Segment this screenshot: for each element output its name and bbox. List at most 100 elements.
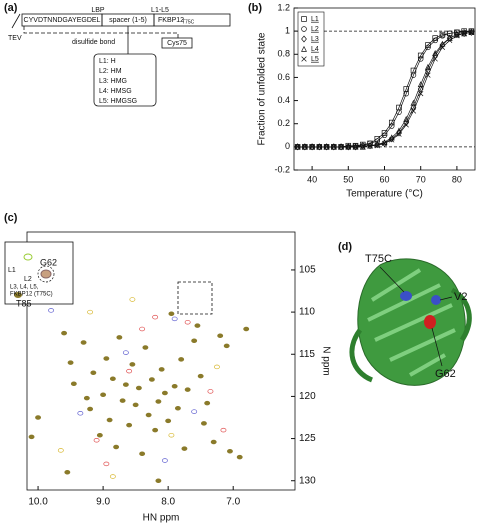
marker — [396, 127, 402, 134]
peak — [109, 474, 116, 479]
y-tick-label: 0.4 — [277, 95, 290, 105]
peak — [191, 409, 198, 414]
peak — [184, 319, 191, 325]
x-tick-label: 50 — [343, 174, 353, 184]
panel-label: (b) — [248, 2, 262, 14]
marker — [432, 37, 438, 44]
sequence: CYVDTNNDGAYEGDEL — [24, 17, 101, 24]
marker — [417, 56, 424, 62]
peak — [171, 384, 178, 389]
peak — [119, 398, 126, 403]
peak — [184, 387, 191, 392]
marker — [294, 144, 301, 150]
legend-label: L3 — [311, 36, 319, 43]
peak — [126, 422, 133, 428]
peak-series — [48, 308, 198, 463]
peak — [207, 389, 214, 394]
marker — [316, 143, 323, 151]
inset-label: T85 — [16, 298, 32, 308]
peak — [200, 421, 207, 426]
linker-item: L4: HMSG — [99, 88, 132, 95]
disulfide-line — [23, 26, 179, 38]
peak — [103, 461, 110, 467]
marker — [461, 29, 467, 38]
legend-label: L1 — [311, 16, 319, 23]
peak — [135, 385, 142, 391]
x-tick-label: 80 — [452, 174, 462, 184]
inset-peak — [14, 292, 22, 298]
marker — [396, 131, 402, 137]
zoom-box — [177, 281, 213, 315]
marker — [468, 28, 475, 36]
x-axis-label: HN ppm — [143, 513, 180, 524]
marker — [301, 16, 307, 22]
legend-label: L5 — [311, 56, 319, 63]
peak — [83, 395, 90, 401]
marker — [403, 90, 409, 97]
linker-item: L5: HMGSG — [99, 98, 137, 105]
marker — [454, 33, 460, 39]
marker — [301, 56, 307, 62]
y-tick-label: 1.2 — [277, 2, 290, 12]
pointer — [379, 266, 405, 293]
peak — [145, 412, 152, 418]
legend-label: L4 — [311, 46, 319, 53]
marker — [374, 140, 381, 149]
inset-label: G62 — [40, 257, 57, 267]
peak — [93, 438, 100, 443]
marker — [403, 122, 409, 128]
inset-label: L2 — [24, 276, 32, 283]
peak — [194, 323, 201, 328]
marker — [352, 143, 359, 151]
marker — [461, 30, 467, 37]
marker — [316, 144, 322, 150]
inset-label: FKBP12 (T75C) — [10, 292, 53, 298]
marker — [388, 123, 395, 129]
peak — [168, 432, 175, 438]
marker — [360, 144, 366, 150]
cut-line — [11, 13, 21, 29]
peak — [243, 326, 250, 332]
peak — [191, 338, 198, 344]
x-tick-label: 40 — [307, 174, 317, 184]
peak — [113, 444, 120, 450]
marker — [345, 144, 351, 150]
marker — [410, 108, 417, 114]
linker-item: L2: HM — [99, 68, 122, 75]
peak — [70, 381, 77, 387]
y-tick-label: 0 — [285, 141, 290, 151]
peak — [152, 314, 159, 320]
marker — [439, 33, 446, 39]
marker — [345, 143, 352, 151]
marker — [301, 45, 307, 52]
peak — [158, 367, 165, 372]
bond: disulfide bond — [72, 39, 115, 46]
tev: TEV — [8, 35, 22, 42]
peak — [155, 399, 162, 404]
peak — [178, 357, 185, 362]
marker — [323, 144, 330, 150]
x-tick-label: 60 — [379, 174, 389, 184]
marker — [447, 37, 453, 44]
peak — [165, 418, 172, 424]
marker — [454, 31, 460, 39]
inset-label: L1 — [8, 267, 16, 274]
peak — [77, 411, 84, 416]
peak — [103, 356, 110, 361]
peak — [204, 400, 211, 406]
inset: L1 G62 L2 L3, L4, L5, FKBP12 (T75C) T85 — [4, 241, 213, 315]
residue-label: V2 — [454, 291, 467, 303]
marker — [330, 143, 337, 151]
peak — [80, 340, 87, 345]
marker — [338, 144, 344, 150]
y-tick-label: 125 — [299, 433, 316, 444]
inset-circle — [37, 265, 55, 283]
y-tick-label: 0.2 — [277, 118, 290, 128]
panel-label: (d) — [338, 241, 352, 253]
residue-g62 — [424, 315, 436, 329]
y-tick-label: 130 — [299, 475, 316, 486]
pointer — [431, 327, 443, 367]
residue-v2 — [431, 295, 441, 305]
panel-label: (a) — [4, 2, 18, 14]
peak — [148, 377, 155, 382]
